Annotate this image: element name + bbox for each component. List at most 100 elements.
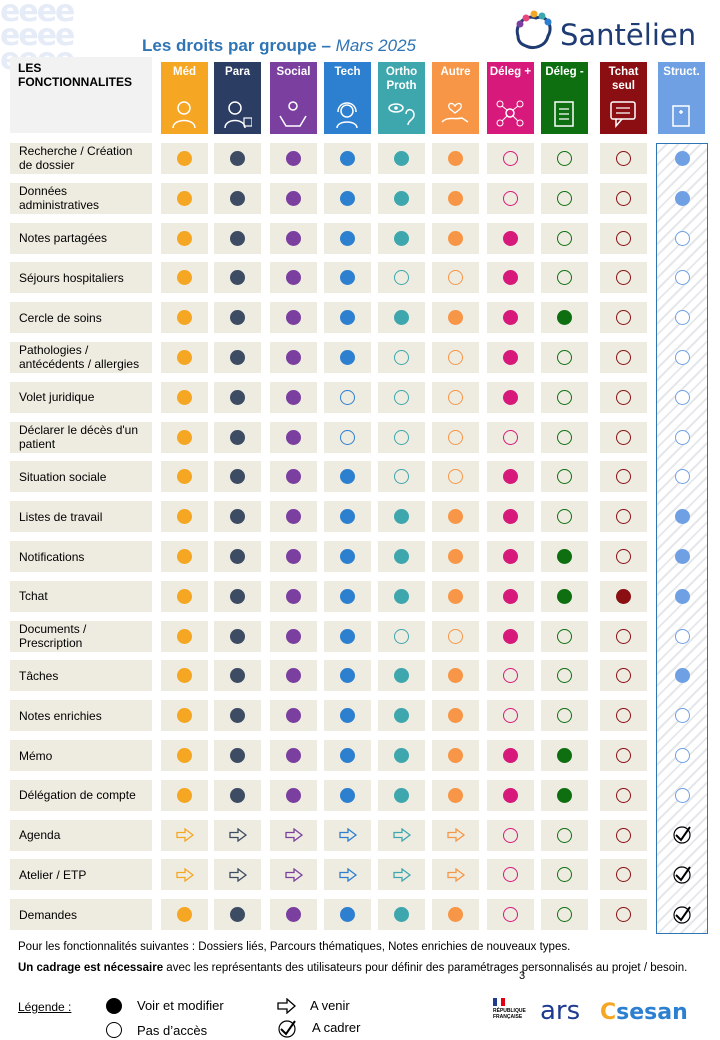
no-access-dot xyxy=(503,429,518,445)
full-access-dot xyxy=(503,509,518,525)
access-cell-ortho xyxy=(378,859,425,891)
no-access-dot xyxy=(448,389,463,405)
no-access-dot xyxy=(616,389,631,405)
full-access-dot xyxy=(340,509,355,525)
access-cell-tchat xyxy=(600,501,647,533)
full-access-dot xyxy=(557,787,572,803)
access-cell-deleg-minus xyxy=(541,342,588,373)
coming-soon-arrow-icon xyxy=(446,867,465,882)
access-cell-autre xyxy=(432,779,479,811)
access-cell-social xyxy=(270,342,317,373)
to-frame-check-icon xyxy=(673,866,691,884)
no-access-dot xyxy=(616,469,631,485)
full-access-dot xyxy=(448,549,463,564)
access-cell-deleg-minus xyxy=(541,660,588,692)
access-cell-tech xyxy=(324,381,371,413)
no-access-dot xyxy=(557,708,572,724)
full-access-dot xyxy=(394,708,409,724)
access-cell-para xyxy=(214,819,261,851)
full-access-dot xyxy=(674,588,690,604)
full-access-dot xyxy=(340,748,355,763)
full-access-dot xyxy=(230,748,245,763)
column-header-label: Ortho Proth xyxy=(385,66,418,92)
access-cell-para xyxy=(214,262,261,294)
access-cell-deleg-minus xyxy=(541,779,588,811)
feature-label: Mémo xyxy=(10,740,152,771)
access-cell-ortho xyxy=(378,700,425,732)
full-access-dot xyxy=(340,628,355,644)
full-access-dot xyxy=(503,588,518,604)
access-cell-struct xyxy=(656,740,708,771)
access-cell-deleg-plus xyxy=(487,143,534,174)
no-access-dot xyxy=(557,867,572,883)
no-access-dot xyxy=(557,151,572,166)
coming-soon-arrow-icon xyxy=(175,828,194,843)
access-cell-tchat xyxy=(600,819,647,851)
access-cell-deleg-plus xyxy=(487,182,534,214)
no-access-dot xyxy=(557,190,572,206)
full-access-dot xyxy=(394,310,409,326)
full-access-dot xyxy=(503,748,518,763)
no-access-dot xyxy=(503,907,518,923)
column-header-label: Méd xyxy=(173,66,196,78)
access-cell-deleg-plus xyxy=(487,740,534,771)
access-cell-deleg-plus xyxy=(487,700,534,732)
access-cell-med xyxy=(161,342,208,373)
column-header-deleg-minus: Déleg - xyxy=(541,62,588,134)
no-access-dot xyxy=(616,668,631,684)
access-cell-med xyxy=(161,700,208,732)
coming-soon-arrow-icon xyxy=(284,867,303,882)
full-access-dot xyxy=(286,270,301,286)
full-access-dot xyxy=(394,151,409,166)
full-access-dot xyxy=(230,151,245,166)
column-header-deleg-plus: Déleg + xyxy=(487,62,534,134)
no-access-dot xyxy=(674,787,690,803)
full-access-dot xyxy=(177,708,192,724)
feature-label: Données administratives xyxy=(10,182,152,214)
no-access-dot xyxy=(394,628,409,644)
no-access-dot xyxy=(616,708,631,724)
full-access-dot xyxy=(616,588,631,604)
logo-icon xyxy=(515,10,552,50)
no-access-dot xyxy=(557,270,572,286)
full-access-dot xyxy=(177,668,192,684)
access-cell-social xyxy=(270,302,317,334)
access-cell-med xyxy=(161,262,208,294)
full-access-dot xyxy=(340,787,355,803)
access-cell-ortho xyxy=(378,779,425,811)
chat-icon xyxy=(610,101,636,129)
coming-soon-arrow-icon xyxy=(338,828,357,843)
access-cell-tech xyxy=(324,342,371,373)
nurse-icon xyxy=(224,101,252,129)
column-header-label: Déleg + xyxy=(489,66,532,78)
no-access-dot xyxy=(557,827,572,843)
full-access-dot xyxy=(177,787,192,803)
access-cell-ortho xyxy=(378,222,425,254)
page-title: Les droits par groupe – Mars 2025 xyxy=(142,36,416,55)
access-cell-para xyxy=(214,222,261,254)
full-access-dot xyxy=(230,310,245,326)
access-cell-tchat xyxy=(600,381,647,413)
full-access-dot xyxy=(448,588,463,604)
building-icon xyxy=(672,105,690,127)
access-cell-med xyxy=(161,501,208,533)
access-cell-deleg-plus xyxy=(487,342,534,373)
access-cell-tech xyxy=(324,421,371,453)
full-access-dot xyxy=(177,588,192,604)
access-cell-tchat xyxy=(600,182,647,214)
access-cell-para xyxy=(214,342,261,373)
no-access-dot xyxy=(394,350,409,365)
full-access-dot xyxy=(286,748,301,763)
access-cell-ortho xyxy=(378,620,425,652)
no-access-dot xyxy=(503,151,518,166)
no-access-dot xyxy=(674,350,690,365)
full-access-dot xyxy=(177,190,192,206)
column-header-med: Méd xyxy=(161,62,208,134)
access-cell-ortho xyxy=(378,342,425,373)
no-access-dot xyxy=(448,469,463,485)
access-cell-autre xyxy=(432,620,479,652)
access-cell-ortho xyxy=(378,302,425,334)
full-access-dot xyxy=(230,787,245,803)
access-cell-med xyxy=(161,899,208,931)
no-access-dot xyxy=(557,628,572,644)
